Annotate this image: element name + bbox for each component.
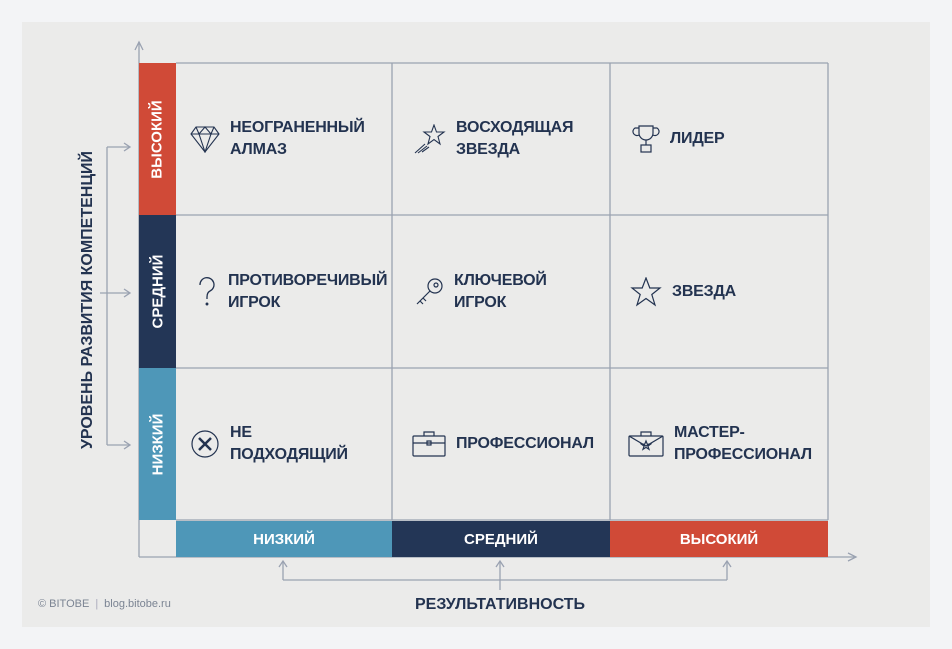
x-axis-label: РЕЗУЛЬТАТИВНОСТЬ: [415, 596, 585, 613]
y-axis-label: УРОВЕНЬ РАЗВИТИЯ КОМПЕТЕНЦИЙ: [79, 150, 96, 450]
column-label-text: ВЫСОКИЙ: [679, 530, 759, 548]
key-icon: [416, 277, 443, 304]
credit: © BITOBE | blog.bitobe.ru: [38, 598, 171, 610]
briefcase-icon: [412, 431, 446, 457]
credit-brand: © BITOBE: [38, 598, 90, 610]
cell-label: ПРОТИВОРЕЧИВЫЙ ИГРОК: [228, 271, 388, 311]
column-label-text: НИЗКИЙ: [253, 530, 315, 548]
row-label-text: ВЫСОКИЙ: [149, 99, 166, 179]
column-label-medium: СРЕДНИЙ: [392, 521, 610, 557]
cell-rough-diamond: НЕОГРАНЕННЫЙ АЛМАЗ: [176, 63, 392, 215]
question-icon: [199, 276, 215, 305]
cell-leader: ЛИДЕР: [610, 63, 828, 215]
cell-rising-star: ВОСХОДЯЩАЯ ЗВЕЗДА: [392, 63, 610, 215]
trophy-icon: [632, 125, 660, 153]
cell-label: ЛИДЕР: [670, 130, 725, 147]
cell-label: ЗВЕЗДА: [672, 282, 737, 300]
cell-star: ЗВЕЗДА: [610, 215, 828, 368]
cell-label: ВОСХОДЯЩАЯ ЗВЕЗДА: [456, 119, 574, 158]
cell-label: НЕОГРАНЕННЫЙ АЛМАЗ: [230, 119, 365, 158]
diamond-icon: [190, 126, 220, 153]
cell-professional: ПРОФЕССИОНАЛ: [392, 368, 610, 520]
cell-label: НЕ ПОДХОДЯЩИЙ: [230, 424, 348, 463]
cell-key-player: КЛЮЧЕВОЙ ИГРОК: [392, 215, 610, 368]
row-label-medium: СРЕДНИЙ: [139, 215, 176, 368]
briefcase-star-icon: [628, 431, 664, 457]
row-label-high: ВЫСОКИЙ: [139, 63, 176, 215]
column-label-high: ВЫСОКИЙ: [610, 521, 828, 557]
cell-unsuitable: НЕ ПОДХОДЯЩИЙ: [176, 368, 392, 520]
credit-site: blog.bitobe.ru: [104, 598, 171, 610]
shooting-star-icon: [414, 124, 446, 154]
cell-label: КЛЮЧЕВОЙ ИГРОК: [454, 271, 547, 311]
cell-master-professional: МАСТЕР- ПРОФЕССИОНАЛ: [610, 368, 828, 520]
row-label-low: НИЗКИЙ: [139, 368, 176, 520]
star-icon: [630, 276, 662, 307]
column-label-low: НИЗКИЙ: [176, 521, 392, 557]
cell-label: ПРОФЕССИОНАЛ: [456, 435, 594, 452]
row-label-text: НИЗКИЙ: [149, 413, 167, 475]
cell-controversial-player: ПРОТИВОРЕЧИВЫЙ ИГРОК: [176, 215, 392, 368]
column-label-text: СРЕДНИЙ: [464, 530, 538, 548]
row-label-text: СРЕДНИЙ: [149, 254, 166, 329]
cross-circle-icon: [191, 430, 219, 458]
cell-label: МАСТЕР- ПРОФЕССИОНАЛ: [674, 424, 812, 463]
